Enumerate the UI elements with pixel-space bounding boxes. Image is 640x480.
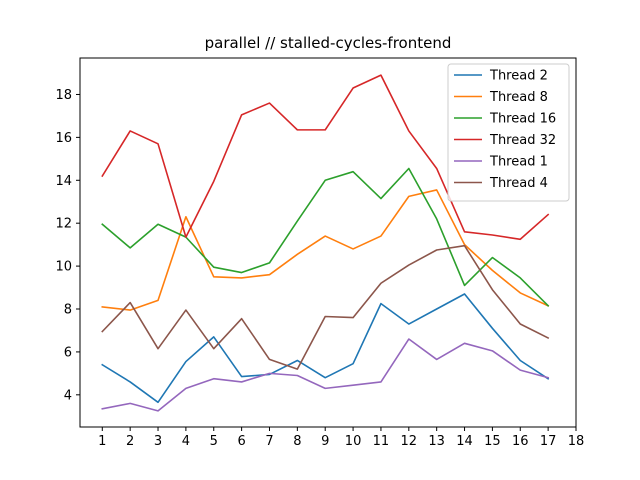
legend-label: Thread 2: [489, 69, 548, 84]
x-tick-label: 1: [98, 434, 106, 449]
chart-title: parallel // stalled-cycles-frontend: [205, 34, 452, 52]
x-tick-label: 2: [126, 434, 134, 449]
x-tick-label: 11: [373, 434, 390, 449]
y-tick-label: 16: [55, 131, 72, 146]
legend: Thread 2 Thread 8 Thread 16 Thread 32 Thread…: [447, 63, 570, 202]
x-tick-label: 15: [484, 434, 501, 449]
series-line-thread-16: [101, 167, 550, 307]
x-tick-label: 17: [540, 434, 557, 449]
legend-label: Thread 16: [489, 112, 556, 127]
legend-label: Thread 8: [489, 90, 548, 105]
x-tick-label: 13: [428, 434, 445, 449]
series-line-thread-32: [101, 74, 550, 241]
series-line-thread-1: [101, 338, 550, 412]
x-tick-label: 18: [568, 434, 585, 449]
x-tick-label: 6: [237, 434, 245, 449]
x-tick-label: 16: [512, 434, 529, 449]
x-tick-label: 5: [210, 434, 218, 449]
x-tick-label: 10: [345, 434, 362, 449]
y-axis: 4 6 8 10 12 14 16 18: [55, 88, 80, 403]
series-layer: [101, 74, 550, 412]
y-tick-label: 4: [64, 388, 72, 403]
legend-box: [447, 63, 570, 202]
x-tick-label: 7: [265, 434, 273, 449]
y-tick-label: 12: [55, 217, 72, 232]
legend-label: Thread 1: [489, 155, 548, 170]
x-tick-label: 3: [154, 434, 162, 449]
y-tick-label: 6: [64, 345, 72, 360]
x-tick-label: 14: [456, 434, 473, 449]
y-tick-label: 8: [64, 303, 72, 318]
x-axis: 1 2 3 4 5 6 7 8 9 10 11 12 13 14 15 16 17 18: [98, 427, 584, 449]
y-tick-label: 18: [55, 88, 72, 103]
x-tick-label: 9: [321, 434, 329, 449]
series-line-thread-8: [101, 189, 550, 311]
series-line-thread-2: [101, 293, 550, 404]
x-tick-label: 4: [182, 434, 190, 449]
x-tick-label: 12: [401, 434, 418, 449]
y-tick-label: 14: [55, 174, 72, 189]
plot-frame: [79, 57, 577, 428]
legend-label: Thread 32: [489, 133, 556, 148]
y-tick-label: 10: [55, 260, 72, 275]
legend-label: Thread 4: [489, 176, 548, 191]
series-line-thread-4: [101, 244, 550, 370]
x-tick-label: 8: [293, 434, 301, 449]
